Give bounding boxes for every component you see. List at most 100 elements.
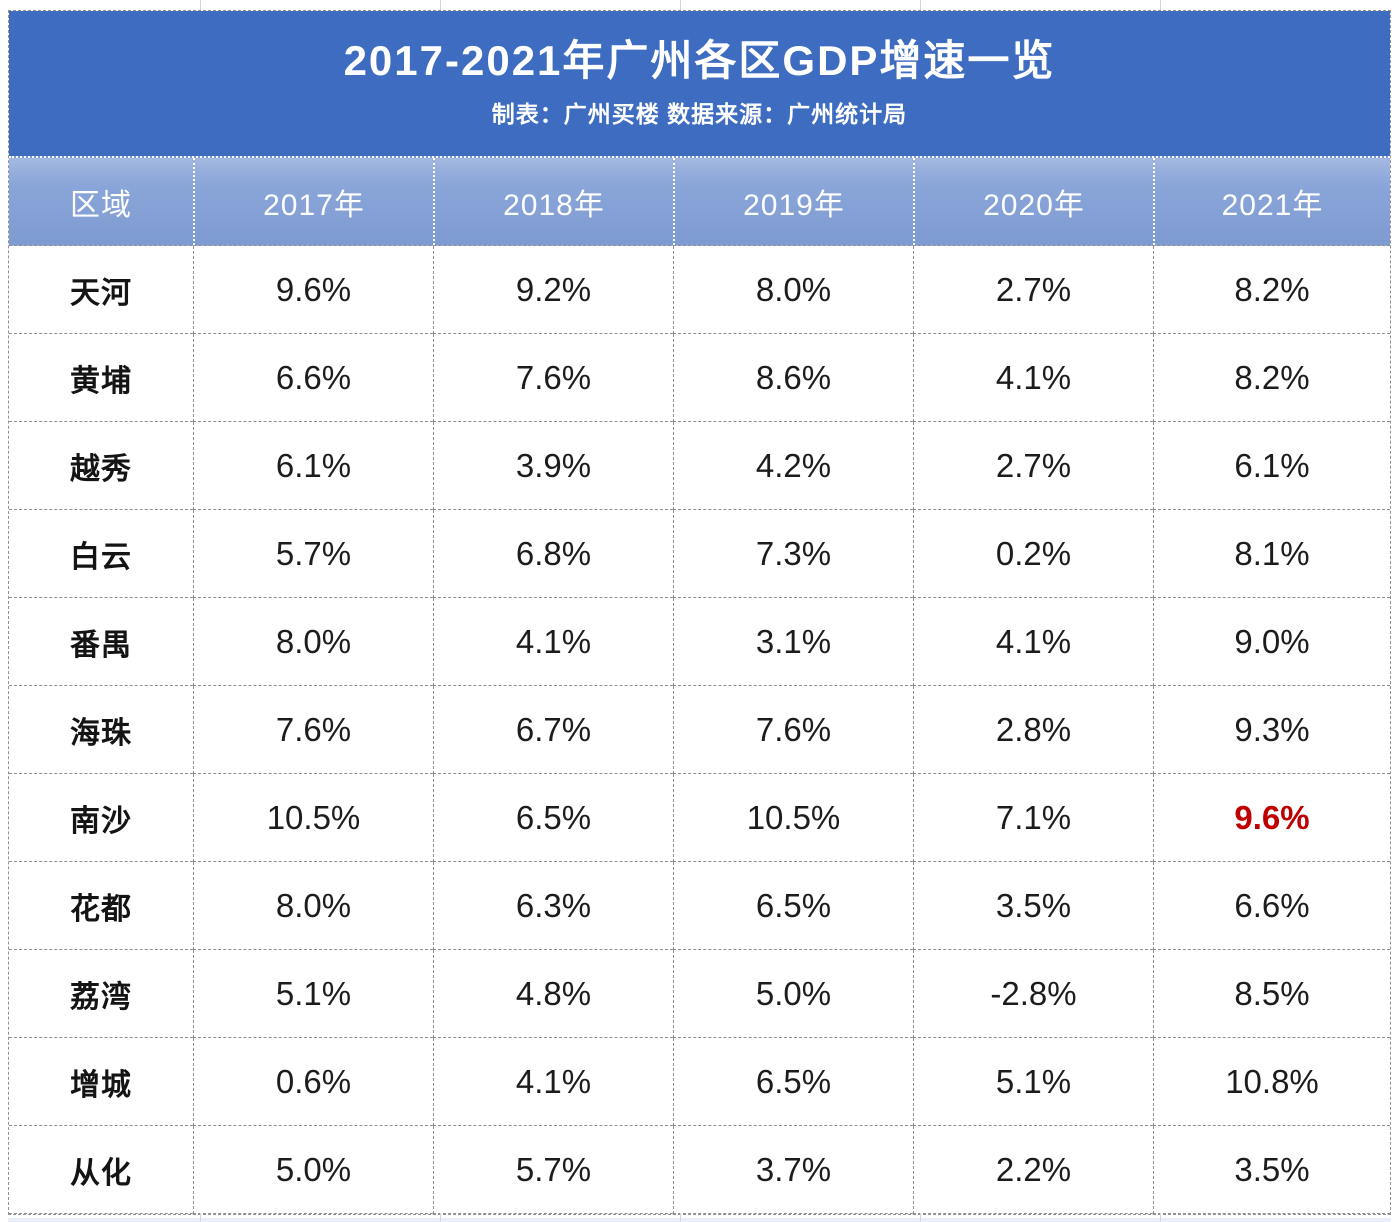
value-cell: 8.1%	[1153, 510, 1390, 598]
table-row: 越秀 6.1% 3.9% 4.2% 2.7% 6.1%	[9, 422, 1390, 510]
value-cell: 9.6%	[193, 246, 433, 334]
table-header-row: 区域 2017年 2018年 2019年 2020年 2021年	[9, 156, 1390, 246]
value-cell: 2.7%	[913, 422, 1153, 510]
column-header-1: 2017年	[193, 158, 433, 245]
table-subtitle: 制表：广州买楼 数据来源：广州统计局	[491, 100, 908, 127]
sheet-gridline	[440, 1213, 441, 1222]
value-cell: 6.1%	[1153, 422, 1390, 510]
value-cell: 0.6%	[193, 1038, 433, 1126]
value-cell: 10.5%	[673, 774, 913, 862]
value-cell: 5.7%	[433, 1126, 673, 1214]
region-label: 从化	[9, 1126, 193, 1214]
region-label: 海珠	[9, 686, 193, 774]
value-cell: 4.1%	[913, 334, 1153, 422]
region-label: 番禺	[9, 598, 193, 686]
value-cell: 3.9%	[433, 422, 673, 510]
value-cell: 4.8%	[433, 950, 673, 1038]
value-cell: -2.8%	[913, 950, 1153, 1038]
region-label: 荔湾	[9, 950, 193, 1038]
table-row: 白云 5.7% 6.8% 7.3% 0.2% 8.1%	[9, 510, 1390, 598]
value-cell: 3.5%	[1153, 1126, 1390, 1214]
value-cell: 10.8%	[1153, 1038, 1390, 1126]
value-cell: 6.5%	[433, 774, 673, 862]
column-header-0: 区域	[70, 188, 132, 222]
value-cell: 5.0%	[673, 950, 913, 1038]
value-cell: 8.2%	[1153, 246, 1390, 334]
value-cell: 8.0%	[193, 598, 433, 686]
value-cell: 8.5%	[1153, 950, 1390, 1038]
sheet-gridline	[440, 0, 441, 10]
value-cell: 6.5%	[673, 862, 913, 950]
value-cell: 6.1%	[193, 422, 433, 510]
value-cell: 5.7%	[193, 510, 433, 598]
value-cell: 6.6%	[193, 334, 433, 422]
column-header-5: 2021年	[1153, 158, 1390, 245]
value-cell: 4.1%	[433, 598, 673, 686]
value-cell: 6.5%	[673, 1038, 913, 1126]
column-header-4: 2020年	[913, 158, 1153, 245]
value-cell: 7.6%	[193, 686, 433, 774]
sheet-gridline	[1160, 0, 1161, 10]
value-cell: 2.8%	[913, 686, 1153, 774]
column-header-2: 2018年	[433, 158, 673, 245]
value-cell: 0.2%	[913, 510, 1153, 598]
value-cell: 2.7%	[913, 246, 1153, 334]
sheet-gridline	[920, 0, 921, 10]
sheet-gridline	[200, 1213, 201, 1222]
value-cell: 9.2%	[433, 246, 673, 334]
value-cell: 3.7%	[673, 1126, 913, 1214]
value-cell: 6.6%	[1153, 862, 1390, 950]
value-cell: 6.8%	[433, 510, 673, 598]
table-row: 荔湾 5.1% 4.8% 5.0% -2.8% 8.5%	[9, 950, 1390, 1038]
value-cell: 9.3%	[1153, 686, 1390, 774]
table-row: 花都 8.0% 6.3% 6.5% 3.5% 6.6%	[9, 862, 1390, 950]
table-title-block: 2017-2021年广州各区GDP增速一览 制表：广州买楼 数据来源：广州统计局	[9, 11, 1390, 156]
value-cell: 8.0%	[673, 246, 913, 334]
sheet-gridline	[920, 1213, 921, 1222]
sheet-gridline	[200, 0, 201, 10]
value-cell: 10.5%	[193, 774, 433, 862]
region-label: 越秀	[9, 422, 193, 510]
value-cell: 2.2%	[913, 1126, 1153, 1214]
value-cell: 7.3%	[673, 510, 913, 598]
value-cell: 6.3%	[433, 862, 673, 950]
value-cell: 7.1%	[913, 774, 1153, 862]
table-row: 南沙 10.5% 6.5% 10.5% 7.1% 9.6%	[9, 774, 1390, 862]
value-cell: 3.1%	[673, 598, 913, 686]
region-label: 天河	[9, 246, 193, 334]
value-cell: 8.6%	[673, 334, 913, 422]
region-label: 白云	[9, 510, 193, 598]
table-row: 海珠 7.6% 6.7% 7.6% 2.8% 9.3%	[9, 686, 1390, 774]
value-cell-highlight: 9.6%	[1153, 774, 1390, 862]
sheet-gridline	[680, 1213, 681, 1222]
sheet-gridline	[680, 0, 681, 10]
sheet-gridline	[1160, 1213, 1161, 1222]
column-header-3: 2019年	[673, 158, 913, 245]
table-row: 从化 5.0% 5.7% 3.7% 2.2% 3.5%	[9, 1126, 1390, 1214]
table-row: 天河 9.6% 9.2% 8.0% 2.7% 8.2%	[9, 246, 1390, 334]
table-row: 黄埔 6.6% 7.6% 8.6% 4.1% 8.2%	[9, 334, 1390, 422]
value-cell: 8.0%	[193, 862, 433, 950]
region-label: 黄埔	[9, 334, 193, 422]
region-label: 增城	[9, 1038, 193, 1126]
gdp-growth-table: 2017-2021年广州各区GDP增速一览 制表：广州买楼 数据来源：广州统计局…	[8, 10, 1391, 1215]
table-title: 2017-2021年广州各区GDP增速一览	[343, 37, 1056, 85]
region-label: 花都	[9, 862, 193, 950]
value-cell: 7.6%	[433, 334, 673, 422]
region-label: 南沙	[9, 774, 193, 862]
value-cell: 5.0%	[193, 1126, 433, 1214]
table-row: 增城 0.6% 4.1% 6.5% 5.1% 10.8%	[9, 1038, 1390, 1126]
value-cell: 4.1%	[433, 1038, 673, 1126]
value-cell: 4.1%	[913, 598, 1153, 686]
value-cell: 5.1%	[193, 950, 433, 1038]
value-cell: 8.2%	[1153, 334, 1390, 422]
next-row-hint-strip	[8, 1218, 1391, 1222]
value-cell: 6.7%	[433, 686, 673, 774]
value-cell: 4.2%	[673, 422, 913, 510]
value-cell: 9.0%	[1153, 598, 1390, 686]
value-cell: 3.5%	[913, 862, 1153, 950]
table-body: 天河 9.6% 9.2% 8.0% 2.7% 8.2% 黄埔 6.6% 7.6% 8.6% 4.1%…	[9, 246, 1390, 1214]
value-cell: 5.1%	[913, 1038, 1153, 1126]
table-row: 番禺 8.0% 4.1% 3.1% 4.1% 9.0%	[9, 598, 1390, 686]
